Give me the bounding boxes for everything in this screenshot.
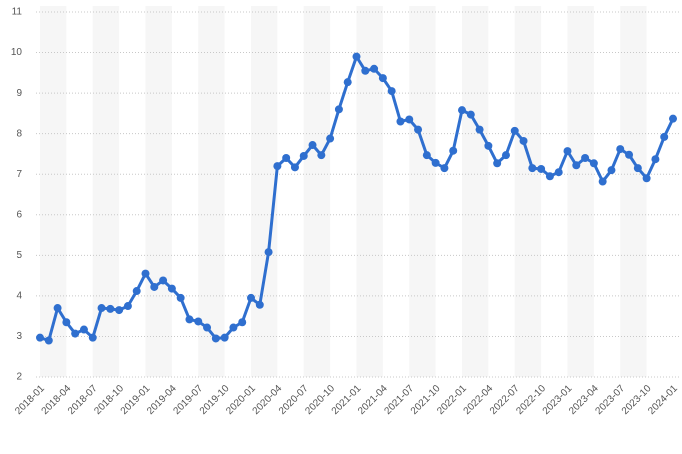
point [194, 317, 203, 326]
point [88, 333, 97, 342]
point [475, 125, 484, 134]
point [317, 151, 326, 160]
point [71, 329, 80, 338]
background-band [251, 6, 278, 377]
background-band [356, 6, 383, 377]
point [334, 105, 343, 114]
point [396, 117, 405, 126]
point [299, 151, 308, 160]
background-band [92, 6, 120, 377]
point [238, 318, 247, 327]
point [343, 78, 352, 87]
point [352, 52, 361, 61]
point [598, 177, 607, 186]
background-band [409, 6, 436, 377]
point [405, 115, 414, 124]
point [616, 145, 625, 154]
point [660, 132, 669, 141]
point [115, 306, 124, 315]
point [264, 248, 273, 257]
point [510, 126, 519, 135]
point [581, 154, 590, 162]
point [669, 114, 677, 123]
point [141, 269, 150, 278]
point [308, 141, 317, 150]
point [554, 168, 563, 177]
point [159, 276, 168, 285]
point [62, 318, 71, 327]
point [528, 164, 537, 173]
point [106, 304, 115, 313]
point [44, 336, 53, 345]
y-tick-label: 8 [16, 128, 22, 139]
point [607, 166, 616, 175]
point [290, 163, 299, 172]
point [642, 174, 651, 183]
point [378, 74, 387, 83]
point [493, 159, 502, 168]
point [563, 147, 572, 156]
point [220, 333, 229, 342]
x-tick-label: 2024-01 [646, 383, 680, 417]
background-band [462, 6, 489, 377]
point [466, 110, 475, 119]
y-tick-label: 9 [16, 88, 22, 99]
point [589, 159, 598, 168]
background-band [145, 6, 172, 377]
background-band [567, 6, 594, 377]
point [370, 64, 379, 73]
point [414, 125, 423, 134]
point [572, 161, 581, 170]
point [176, 293, 185, 302]
point [132, 287, 141, 296]
y-tick-label: 11 [12, 7, 23, 18]
y-tick-label: 5 [16, 250, 22, 261]
point [97, 304, 106, 313]
point [431, 158, 440, 167]
background-band [514, 6, 542, 377]
point [545, 172, 554, 181]
y-tick-label: 3 [16, 331, 22, 342]
point [651, 155, 660, 164]
point [440, 164, 449, 173]
point [203, 323, 212, 332]
point [422, 151, 431, 160]
y-tick-label: 10 [11, 47, 23, 58]
point [247, 293, 255, 302]
point [123, 302, 132, 311]
point [501, 151, 510, 160]
point [633, 164, 642, 173]
point [150, 282, 159, 291]
background-band [198, 6, 225, 377]
point [185, 315, 194, 324]
point [282, 154, 291, 162]
point [449, 146, 458, 155]
point [387, 87, 396, 96]
point [211, 334, 220, 343]
point [273, 162, 282, 171]
point [537, 164, 546, 173]
y-tick-label: 4 [16, 291, 22, 302]
background-band [620, 6, 647, 377]
y-tick-label: 6 [16, 209, 22, 220]
point [167, 284, 176, 293]
point [79, 325, 88, 334]
point [53, 304, 62, 313]
point [326, 134, 335, 143]
background-band [303, 6, 331, 377]
y-tick-label: 2 [16, 372, 22, 383]
point [361, 66, 370, 75]
point [625, 150, 634, 159]
y-tick-label: 7 [16, 169, 22, 180]
point [519, 136, 528, 145]
point [255, 300, 264, 309]
point [484, 141, 493, 150]
point [229, 323, 238, 332]
point [36, 333, 44, 342]
point [458, 106, 466, 115]
